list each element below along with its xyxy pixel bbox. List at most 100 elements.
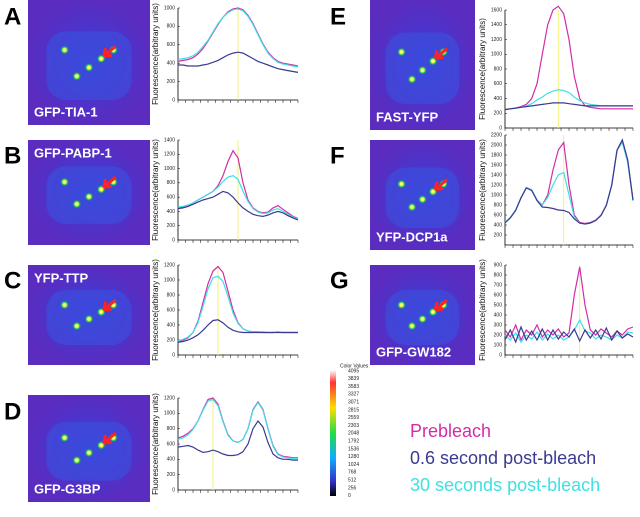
series-line — [504, 325, 634, 344]
colorbar-label: 4095 — [348, 368, 359, 374]
y-tick-label: 0 — [172, 352, 175, 358]
y-tick-label: 800 — [167, 180, 176, 186]
colorbar-label: 1792 — [348, 439, 359, 445]
granule — [396, 47, 407, 57]
y-tick-label: 200 — [494, 232, 503, 238]
panel-label: C — [4, 267, 21, 294]
y-tick-label: 300 — [494, 322, 503, 328]
series-line — [504, 102, 633, 111]
y-tick-label: 500 — [494, 302, 503, 308]
colorbar-label: 256 — [348, 485, 357, 491]
colorbar-label: 2048 — [348, 431, 359, 437]
y-tick-label: 0 — [172, 97, 175, 103]
granule — [84, 314, 94, 324]
y-tick-label: 1000 — [164, 5, 175, 11]
y-axis-label: Fluorescence(arbitrary units) — [151, 393, 160, 495]
y-tick-label: 600 — [494, 292, 503, 298]
y-tick-label: 0 — [499, 125, 502, 131]
panel-label: G — [330, 267, 349, 294]
image-label: GFP-PABP-1 — [34, 145, 112, 160]
colorbar-label: 0 — [348, 493, 351, 499]
colorbar-title: Color Values — [340, 363, 369, 369]
panel-label: F — [330, 142, 345, 169]
bleach-arrow — [102, 45, 117, 58]
panel-label: A — [4, 3, 21, 30]
y-tick-label: 1800 — [491, 152, 502, 158]
y-tick-label: 1000 — [164, 166, 175, 172]
axes — [177, 265, 298, 356]
y-tick-label: 600 — [494, 81, 503, 87]
granule — [407, 202, 417, 213]
axes — [504, 265, 633, 356]
y-tick-label: 600 — [167, 307, 176, 313]
series-line — [504, 5, 633, 111]
series-line — [178, 51, 299, 73]
panel-label: E — [330, 3, 346, 30]
y-tick-label: 2200 — [491, 132, 502, 138]
y-axis-label: Fluorescence(arbitrary units) — [478, 259, 487, 361]
colorbar-label: 768 — [348, 470, 357, 476]
series-line — [177, 265, 298, 343]
y-tick-label: 900 — [494, 262, 503, 268]
granule — [71, 199, 82, 210]
y-axis-label: Fluorescence(arbitrary units) — [151, 259, 160, 361]
series-line — [177, 398, 298, 460]
y-tick-label: 600 — [167, 194, 176, 200]
granule — [84, 191, 94, 202]
granule — [71, 455, 82, 466]
y-tick-label: 1400 — [164, 137, 175, 143]
series-line — [177, 319, 298, 343]
colorbar-label: 3839 — [348, 376, 359, 382]
series-line — [177, 190, 299, 221]
image-label: YFP-TTP — [34, 270, 88, 285]
granule — [71, 71, 82, 82]
y-tick-label: 200 — [167, 472, 176, 478]
y-axis-label: Fluorescence(arbitrary units) — [478, 139, 487, 241]
granule — [407, 74, 417, 85]
series-line — [177, 275, 298, 342]
y-tick-label: 200 — [494, 332, 503, 338]
granule — [396, 179, 407, 189]
y-tick-label: 400 — [494, 96, 503, 102]
y-tick-label: 0 — [499, 352, 502, 358]
y-tick-label: 1200 — [164, 262, 175, 268]
image-label: FAST-YFP — [376, 109, 438, 124]
axes — [177, 398, 298, 491]
y-tick-label: 1200 — [164, 395, 175, 401]
colorbar-label: 2559 — [348, 415, 359, 421]
granule — [417, 194, 428, 205]
y-tick-label: 1000 — [164, 411, 175, 417]
series-line — [177, 175, 299, 220]
series-line — [177, 419, 298, 461]
y-tick-label: 1200 — [491, 182, 502, 188]
axes — [177, 140, 298, 241]
granule — [59, 45, 70, 55]
colorbar — [330, 370, 336, 496]
y-axis-label: Fluorescence(arbitrary units) — [151, 3, 160, 105]
granule — [59, 177, 70, 187]
y-tick-label: 1200 — [491, 37, 502, 43]
axes — [177, 8, 298, 101]
colorbar-label: 1280 — [348, 454, 359, 460]
y-tick-label: 400 — [167, 457, 176, 463]
legend-entry: 0.6 second post-bleach — [410, 448, 596, 468]
legend-entry: Prebleach — [410, 421, 491, 441]
granule — [407, 321, 417, 331]
y-tick-label: 800 — [494, 66, 503, 72]
granule — [59, 432, 70, 443]
series-line — [504, 138, 634, 225]
y-tick-label: 1600 — [491, 7, 502, 13]
y-tick-label: 0 — [172, 487, 175, 493]
colorbar-label: 3327 — [348, 392, 359, 398]
y-tick-label: 400 — [494, 312, 503, 318]
y-tick-label: 1600 — [491, 162, 502, 168]
y-tick-label: 400 — [167, 322, 176, 328]
granule — [84, 447, 94, 458]
panel-label: D — [4, 398, 21, 425]
colorbar-label: 1024 — [348, 462, 359, 468]
series-line — [504, 266, 634, 342]
granule — [417, 314, 428, 324]
y-tick-label: 1400 — [491, 172, 502, 178]
legend-entry: 30 seconds post-bleach — [410, 475, 600, 495]
image-label: GFP-G3BP — [34, 481, 101, 496]
